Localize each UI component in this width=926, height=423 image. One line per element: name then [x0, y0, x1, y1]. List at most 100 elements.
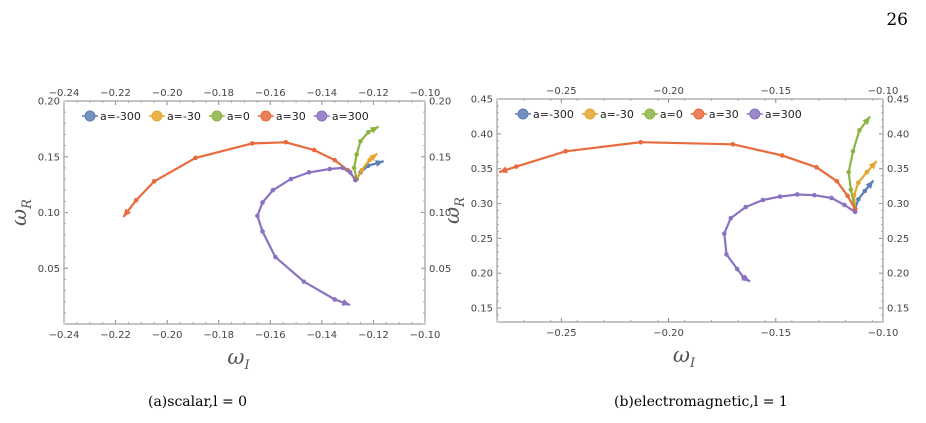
x-tick-label-top: −0.22: [100, 88, 131, 99]
page-number: 26: [886, 10, 908, 30]
data-point-a-300: [353, 177, 358, 183]
data-point-a-0: [848, 187, 854, 192]
data-point-a--30: [856, 180, 861, 185]
data-point-a-0: [358, 138, 363, 144]
series-arrowhead-a-30: [499, 166, 508, 173]
legend-swatch-a-300: [316, 110, 328, 122]
data-point-a-30: [311, 147, 317, 153]
data-point-a-300: [260, 229, 265, 234]
legend-label-a--300: a=-300: [100, 110, 141, 123]
legend-label-a-300: a=300: [765, 108, 802, 121]
plot-frame: [496, 98, 884, 323]
x-tick-label-top: −0.10: [868, 86, 899, 97]
data-point-a-300: [255, 213, 260, 219]
data-point-a-30: [193, 155, 198, 161]
chart-panel-scalar: −0.24 −0.24 −0.22 −0.22 −0.20 −0.20 −0.18 −0.18…: [0, 64, 463, 373]
x-axis-label: ωI: [227, 345, 250, 373]
x-tick-label: −0.15: [760, 328, 791, 339]
y-axis-label: ωR: [7, 199, 35, 226]
data-point-a-300: [347, 170, 353, 175]
x-tick-label-top: −0.16: [255, 88, 286, 99]
data-point-a-300: [340, 165, 345, 171]
data-point-a-300: [288, 176, 294, 182]
y-tick-label-right: 0.35: [887, 164, 909, 175]
series-line-a-30: [498, 141, 857, 210]
data-point-a-0: [846, 169, 851, 175]
y-tick-label: 0.45: [471, 95, 493, 106]
x-tick-label: −0.24: [49, 330, 80, 341]
data-point-a-300: [273, 254, 278, 260]
legend-label-a-30: a=30: [276, 110, 306, 123]
series-arrowhead-a-0: [369, 126, 379, 134]
data-point-a-30: [730, 141, 736, 147]
data-point-a-300: [332, 297, 338, 302]
data-point-a-300: [327, 166, 332, 172]
x-tick-label-top: −0.14: [307, 88, 338, 99]
series-arrowhead-a--300: [375, 160, 384, 167]
data-point-a--30: [864, 169, 870, 175]
data-point-a--30: [359, 167, 365, 173]
data-point-a-0: [850, 148, 856, 154]
data-point-a-30: [332, 157, 338, 163]
caption-scalar: (a)scalar,l = 0: [148, 394, 248, 410]
x-axis-label-sub: I: [243, 358, 250, 373]
data-point-a-30: [514, 164, 519, 169]
data-point-a-300: [743, 204, 749, 210]
series-line-a-30: [122, 141, 357, 218]
y-tick-label: 0.35: [471, 164, 493, 175]
legend-label-a-30: a=30: [709, 108, 739, 121]
y-axis-label-sub: R: [453, 197, 468, 208]
data-point-a-30: [834, 178, 840, 184]
y-tick-label: 0.05: [38, 264, 60, 275]
data-point-a-30: [249, 141, 255, 146]
x-tick-label-top: −0.18: [203, 88, 234, 99]
legend-label-a-0: a=0: [227, 110, 250, 123]
x-tick-label-top: −0.25: [546, 86, 577, 97]
chart-panel-electromagnetic: −0.25 −0.25 −0.20 −0.20 −0.15 −0.15 −0.10 −0.10…: [440, 64, 926, 371]
x-tick-label: −0.22: [100, 330, 131, 341]
data-point-a-30: [283, 139, 289, 145]
series-line-a-0: [847, 115, 871, 210]
data-point-a-300: [260, 200, 265, 205]
x-tick-label: −0.16: [255, 330, 286, 341]
x-tick-label: −0.20: [653, 328, 684, 339]
series-line-a-300: [723, 193, 856, 283]
y-tick-label-right: 0.30: [887, 199, 909, 210]
data-point-a-300: [812, 192, 817, 198]
legend-swatch-a-300: [749, 108, 761, 120]
chart-scalar: −0.24 −0.24 −0.22 −0.22 −0.20 −0.20 −0.18 −0.18…: [7, 88, 451, 373]
data-point-a-30: [845, 193, 850, 199]
y-tick-label: 0.30: [471, 199, 493, 210]
data-point-a-30: [133, 197, 139, 203]
data-point-a-300: [301, 279, 307, 284]
y-tick-label: 0.20: [38, 97, 60, 108]
y-tick-label-right: 0.20: [887, 269, 909, 280]
data-point-a-300: [722, 231, 727, 236]
legend-label-a--300: a=-300: [533, 108, 574, 121]
legend-label-a--30: a=-30: [600, 108, 634, 121]
data-point-a-0: [354, 152, 359, 157]
legend-swatch-a--30: [151, 110, 163, 122]
data-point-a-0: [351, 165, 357, 171]
y-tick-label-right: 0.40: [887, 129, 909, 140]
legend-swatch-a--30: [584, 108, 596, 120]
data-point-a-300: [270, 187, 276, 193]
y-tick-label-right: 0.15: [887, 304, 909, 315]
series-arrowhead-a-300: [741, 274, 750, 282]
y-tick-label: 0.20: [471, 269, 493, 280]
legend-label-a-300: a=300: [332, 110, 369, 123]
y-axis-label-sub: R: [20, 199, 35, 210]
data-point-a-30: [563, 148, 568, 154]
chart-electromagnetic: −0.25 −0.25 −0.20 −0.20 −0.15 −0.15 −0.10 −0.10…: [440, 86, 909, 371]
data-point-a-300: [777, 194, 783, 199]
x-tick-label-top: −0.24: [49, 88, 80, 99]
data-point-a--300: [862, 188, 868, 194]
legend-swatch-a--300: [84, 110, 96, 122]
data-point-a-30: [151, 178, 157, 184]
data-point-a-300: [306, 170, 312, 175]
plot-frame: [63, 100, 426, 325]
data-point-a--300: [856, 197, 861, 202]
y-tick-label-right: 0.45: [887, 95, 909, 106]
x-tick-label: −0.18: [203, 330, 234, 341]
legend-swatch-a-0: [211, 110, 223, 122]
